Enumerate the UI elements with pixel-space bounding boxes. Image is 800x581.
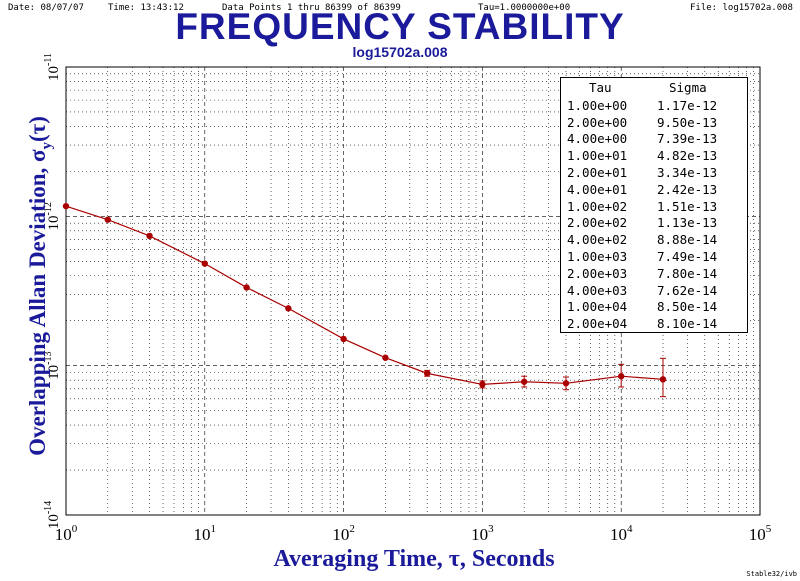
data-point bbox=[243, 284, 250, 291]
sigma-table-sigma-cell: 1.13e-13 bbox=[657, 215, 718, 231]
data-point bbox=[382, 354, 389, 361]
sigma-table-tau-cell: 1.00e+04 bbox=[567, 299, 628, 315]
x-tick-label: 100 bbox=[55, 523, 78, 544]
sigma-table-tau-cell: 1.00e+03 bbox=[567, 249, 628, 265]
data-point bbox=[423, 370, 431, 377]
sigma-table-sigma-cell: 3.34e-13 bbox=[657, 165, 718, 181]
sigma-table-tau-cell: 4.00e+00 bbox=[567, 131, 628, 147]
sigma-table-tau-cell: 1.00e+01 bbox=[567, 148, 628, 164]
sigma-table-sigma-cell: 2.42e-13 bbox=[657, 181, 718, 197]
x-tick-label: 101 bbox=[194, 523, 217, 544]
sigma-table-sigma-cell: 8.10e-14 bbox=[657, 316, 718, 332]
sigma-table-row: 1.00e+00 1.17e-12 bbox=[561, 97, 747, 114]
sigma-table-row: 2.00e+04 8.10e-14 bbox=[561, 315, 747, 332]
data-point bbox=[340, 335, 347, 343]
sigma-table-sigma-cell: 9.50e-13 bbox=[657, 114, 718, 130]
sigma-table-tau-cell: 4.00e+03 bbox=[567, 282, 628, 298]
x-axis-label: Averaging Time, τ, Seconds bbox=[273, 546, 554, 572]
sigma-table-row: 4.00e+03 7.62e-14 bbox=[561, 282, 747, 299]
sigma-table-header: Tau Sigma bbox=[561, 78, 747, 97]
sigma-table-tau-cell: 2.00e+00 bbox=[567, 114, 628, 130]
sigma-table-row: 1.00e+02 1.51e-13 bbox=[561, 198, 747, 215]
sigma-table-tau-cell: 1.00e+00 bbox=[567, 97, 628, 113]
sigma-table-sigma-cell: 1.51e-13 bbox=[657, 198, 718, 214]
y-tick-label: 10-12 bbox=[43, 202, 62, 230]
header-date: Date: 08/07/07 bbox=[8, 3, 84, 13]
sigma-table-header-tau: Tau bbox=[589, 80, 612, 95]
sigma-table-tau-cell: 4.00e+02 bbox=[567, 232, 628, 248]
data-point bbox=[479, 381, 486, 388]
sigma-table-tau-cell: 2.00e+01 bbox=[567, 165, 628, 181]
plot-frame bbox=[65, 66, 761, 516]
data-series bbox=[62, 202, 667, 398]
chart-subtitle: log15702a.008 bbox=[352, 44, 448, 60]
sigma-table-row: 2.00e+00 9.50e-13 bbox=[561, 114, 747, 131]
data-point bbox=[562, 380, 570, 387]
sigma-table-row: 1.00e+01 4.82e-13 bbox=[561, 147, 747, 164]
data-point bbox=[285, 305, 292, 312]
x-tick-label: 105 bbox=[749, 523, 772, 544]
sigma-table-sigma-cell: 7.39e-13 bbox=[657, 131, 718, 147]
sigma-table-tau-cell: 4.00e+01 bbox=[567, 181, 628, 197]
data-point bbox=[618, 373, 625, 380]
x-tick-label: 104 bbox=[610, 523, 633, 544]
data-point bbox=[201, 260, 208, 267]
sigma-table-sigma-cell: 1.17e-12 bbox=[657, 97, 718, 113]
series-line bbox=[65, 205, 664, 386]
sigma-table-sigma-cell: 7.62e-14 bbox=[657, 282, 718, 298]
header-data-points: Data Points 1 thru 86399 of 86399 bbox=[222, 3, 401, 13]
y-axis-label: Overlapping Allan Deviation, σy(τ) bbox=[25, 116, 55, 456]
sigma-table-tau-cell: 1.00e+02 bbox=[567, 198, 628, 214]
sigma-table-sigma-cell: 8.50e-14 bbox=[657, 299, 718, 315]
sigma-table-sigma-cell: 8.88e-14 bbox=[657, 232, 718, 248]
x-tick-label: 103 bbox=[471, 523, 494, 544]
x-tick-label: 102 bbox=[332, 523, 355, 544]
sigma-table-row: 4.00e+00 7.39e-13 bbox=[561, 131, 747, 148]
data-point bbox=[659, 376, 667, 383]
data-point bbox=[146, 232, 153, 240]
sigma-table-row: 2.00e+02 1.13e-13 bbox=[561, 215, 747, 232]
sigma-table-sigma-cell: 4.82e-13 bbox=[657, 148, 718, 164]
sigma-table-header-sigma: Sigma bbox=[669, 80, 707, 95]
data-point bbox=[104, 216, 111, 223]
header-tau: Tau=1.0000000e+00 bbox=[478, 3, 571, 13]
sigma-table-sigma-cell: 7.80e-14 bbox=[657, 265, 718, 281]
y-tick-label: 10-13 bbox=[43, 351, 62, 379]
header-file: File: log15702a.008 bbox=[690, 3, 793, 13]
sigma-table-row: 1.00e+03 7.49e-14 bbox=[561, 248, 747, 265]
sigma-table-sigma-cell: 7.49e-14 bbox=[657, 249, 718, 265]
sigma-table: Tau Sigma 1.00e+00 1.17e-12 2.00e+00 9.50e-… bbox=[560, 77, 748, 333]
sigma-table-tau-cell: 2.00e+02 bbox=[567, 215, 628, 231]
data-point bbox=[62, 202, 70, 210]
y-tick-label: 10-11 bbox=[43, 53, 62, 81]
y-tick-label: 10-14 bbox=[43, 501, 62, 529]
axis-ticks: 100 101 102 103 104 105 10-14 10-13 10-12 10-11 bbox=[43, 53, 772, 544]
sigma-table-tau-cell: 2.00e+03 bbox=[567, 265, 628, 281]
sigma-table-row: 2.00e+03 7.80e-14 bbox=[561, 265, 747, 282]
sigma-table-row: 4.00e+01 2.42e-13 bbox=[561, 181, 747, 198]
sigma-table-tau-cell: 2.00e+04 bbox=[567, 316, 628, 332]
sigma-table-row: 1.00e+04 8.50e-14 bbox=[561, 299, 747, 316]
sigma-table-row: 4.00e+02 8.88e-14 bbox=[561, 231, 747, 248]
software-credit: Stable32/ivb bbox=[746, 570, 797, 578]
header-time: Time: 13:43:12 bbox=[108, 3, 184, 13]
data-point bbox=[520, 378, 528, 385]
chart-title: FREQUENCY STABILITY bbox=[175, 6, 625, 47]
sigma-table-row: 2.00e+01 3.34e-13 bbox=[561, 164, 747, 181]
